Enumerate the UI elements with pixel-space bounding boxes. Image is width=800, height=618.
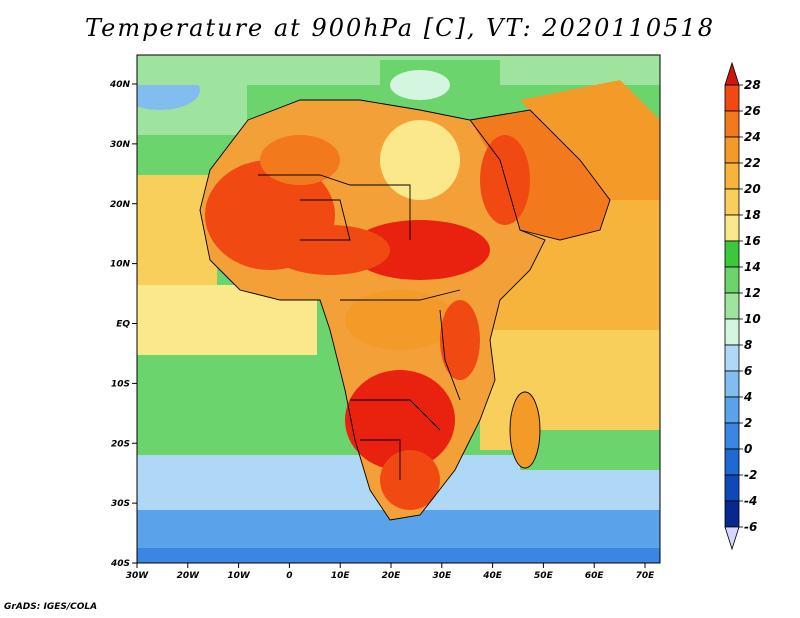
map-frame [136, 54, 661, 564]
colorbar-top-arrow [724, 61, 740, 86]
colorbar-label: 10 [744, 312, 761, 326]
lon-tick-label: 10W [227, 571, 251, 581]
colorbar-label: -4 [744, 494, 757, 508]
colorbar-swatch [724, 422, 740, 450]
lon-tick-label: 30E [432, 571, 452, 581]
colorbar-label: 28 [744, 78, 761, 92]
colorbar-label: 26 [744, 104, 761, 118]
boundaries [199, 99, 611, 521]
colorbar-label: 12 [744, 286, 761, 300]
border-southwest [360, 439, 401, 480]
lat-tick-label: 20S [111, 439, 130, 449]
north-africa-warm [260, 135, 340, 185]
lon-tick-label: 70E [636, 571, 656, 581]
colorbar-swatch [724, 266, 740, 294]
lat-tick-label: 20N [110, 200, 131, 210]
colorbar-swatch [724, 136, 740, 164]
africa-coastline [199, 99, 546, 521]
lat-tick-label: 10S [111, 379, 130, 389]
lon-tick-label: 20W [177, 571, 201, 581]
colorbar-label: 4 [743, 390, 752, 404]
lat-tick-label: 40N [109, 80, 131, 90]
border-west [300, 199, 351, 241]
colorbar-swatch [724, 110, 740, 138]
mediterranean-cool [390, 70, 450, 100]
border-east [439, 309, 461, 401]
colorbar-swatch [724, 500, 740, 528]
longitude-axis: 30W 20W 10W 0 10E 20E 30E 40E 50E 60E 70E [126, 563, 655, 581]
colorbar-label: 0 [744, 442, 752, 456]
sahel-hot [350, 220, 490, 280]
iran-region [520, 80, 660, 200]
madagascar [510, 392, 540, 468]
lon-tick-label: 10E [331, 571, 351, 581]
colorbar-label: 6 [744, 364, 752, 378]
colorbar-swatch [724, 344, 740, 372]
lon-tick-label: 40E [482, 571, 503, 581]
lat-tick-label: 30N [110, 140, 131, 150]
colorbar-swatch [724, 84, 740, 112]
kalahari-hot [380, 450, 440, 510]
colorbar-swatch [724, 370, 740, 398]
colorbar-bottom-arrow [724, 526, 740, 551]
colorbar-label: 18 [744, 208, 761, 222]
colorbar-label: 24 [744, 130, 761, 144]
southern-ocean-deepest [137, 548, 660, 563]
madagascar-coast [509, 391, 541, 469]
lakes-hot [440, 300, 480, 380]
colorbar-swatch [724, 188, 740, 216]
border-south [350, 399, 441, 431]
southern-africa-hot [345, 370, 455, 470]
west-sahel-hot [270, 225, 390, 275]
colorbar-label: 14 [744, 260, 761, 274]
border-north [258, 174, 411, 240]
libya-egypt-cool [380, 120, 460, 200]
lon-tick-label: 0 [286, 571, 292, 581]
lat-tick-label: EQ [116, 320, 130, 330]
map-field [137, 55, 660, 563]
colorbar-label: 16 [744, 234, 761, 248]
lon-tick-label: 60E [585, 571, 605, 581]
lat-tick-label: 10N [110, 260, 131, 270]
colorbar-label: -2 [744, 468, 757, 482]
lat-tick-label: 40S [110, 559, 130, 569]
latitude-axis: 40N 30N 20N 10N EQ 10S 20S 30S 40S [109, 80, 137, 569]
colorbar-swatch [724, 240, 740, 268]
arabia-coastline [469, 109, 611, 241]
colorbar-label: 8 [744, 338, 752, 352]
colorbar-swatch [724, 214, 740, 242]
lon-tick-label: 20E [382, 571, 402, 581]
colorbar-swatch [724, 318, 740, 346]
footer-credit: GrADS: IGES/COLA [4, 602, 98, 612]
colorbar-swatch [724, 448, 740, 476]
lon-tick-label: 50E [534, 571, 554, 581]
chart-title: Temperature at 900hPa [C], VT: 202011051… [85, 14, 715, 42]
colorbar-label: -6 [744, 520, 757, 534]
colorbar-swatch [724, 162, 740, 190]
colorbar-label: 20 [744, 182, 761, 196]
red-sea-hot [480, 135, 530, 225]
colorbar-label: 22 [744, 156, 761, 170]
lon-tick-label: 30W [126, 571, 150, 581]
lat-tick-label: 30S [111, 499, 130, 509]
colorbar-swatch [724, 474, 740, 502]
colorbar-swatch [724, 292, 740, 320]
south-atlantic-green [137, 355, 367, 455]
colorbar-swatch [724, 396, 740, 424]
congo-warm [345, 290, 455, 350]
indian-ocean-cool [520, 430, 660, 470]
border-central [340, 289, 461, 301]
colorbar-label: 2 [744, 416, 752, 430]
